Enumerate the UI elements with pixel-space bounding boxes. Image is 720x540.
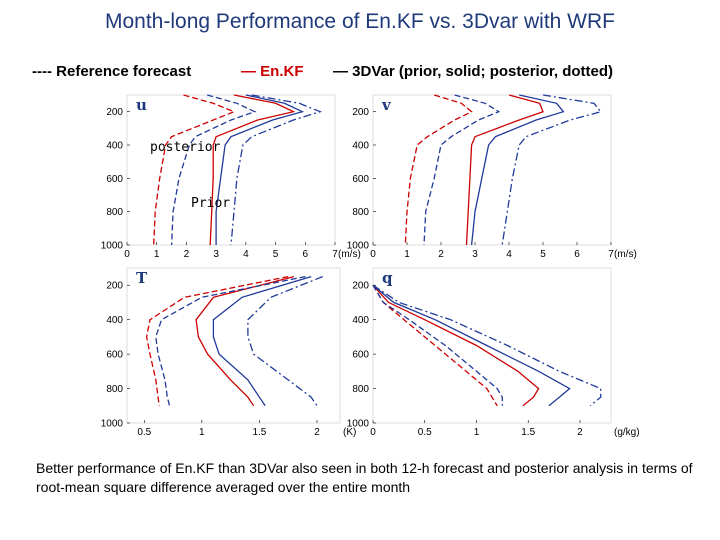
series-line bbox=[372, 284, 503, 406]
legend-enkf: — En.KF bbox=[241, 63, 304, 80]
y-tick-label: 600 bbox=[352, 350, 369, 361]
y-tick-label: 1000 bbox=[101, 241, 124, 252]
y-tick-label: 1000 bbox=[101, 419, 124, 430]
series-line bbox=[501, 94, 602, 246]
x-tick-label: 5 bbox=[273, 249, 279, 260]
x-tick-label: 1.5 bbox=[521, 427, 535, 438]
y-tick-label: 1000 bbox=[347, 241, 370, 252]
x-tick-label: 6 bbox=[574, 249, 580, 260]
x-tick-label: 5 bbox=[540, 249, 546, 260]
y-tick-label: 400 bbox=[352, 315, 369, 326]
x-tick-label: 2 bbox=[314, 427, 320, 438]
annotation-prior: Prior bbox=[191, 196, 230, 211]
page-title: Month-long Performance of En.KF vs. 3Dva… bbox=[105, 10, 615, 33]
series-line bbox=[145, 275, 289, 406]
caption: Better performance of En.KF than 3DVar a… bbox=[36, 460, 693, 495]
axis-unit: (m/s) bbox=[614, 249, 637, 260]
panel-label-u: u bbox=[136, 96, 147, 114]
y-tick-label: 800 bbox=[352, 384, 369, 395]
series-line bbox=[209, 94, 296, 246]
panel-frame-v bbox=[372, 94, 612, 246]
x-tick-label: 2 bbox=[184, 249, 190, 260]
x-tick-label: 0 bbox=[370, 427, 376, 438]
x-tick-label: 2 bbox=[577, 427, 583, 438]
x-tick-label: 0.5 bbox=[418, 427, 432, 438]
axis-unit: (g/kg) bbox=[614, 427, 640, 438]
y-tick-label: 600 bbox=[106, 174, 123, 185]
x-tick-label: 3 bbox=[213, 249, 219, 260]
y-tick-label: 400 bbox=[106, 315, 123, 326]
panel-frame-q bbox=[372, 267, 612, 424]
panel-label-T: T bbox=[136, 269, 148, 287]
x-tick-label: 0.5 bbox=[137, 427, 151, 438]
x-tick-label: 7 bbox=[608, 249, 614, 260]
legend-3dvar: — 3DVar (prior, solid; posterior, dotted… bbox=[333, 63, 614, 80]
panel-frame-T bbox=[126, 267, 341, 424]
x-tick-label: 1 bbox=[474, 427, 480, 438]
x-tick-label: 1 bbox=[154, 249, 160, 260]
x-tick-label: 3 bbox=[472, 249, 478, 260]
series-line bbox=[215, 94, 305, 245]
series-line bbox=[372, 284, 602, 407]
series-line bbox=[423, 94, 501, 246]
series-line bbox=[170, 94, 257, 246]
y-tick-label: 200 bbox=[106, 281, 123, 292]
series-line bbox=[372, 284, 571, 407]
axis-unit: (K) bbox=[343, 427, 356, 438]
x-tick-label: 7 bbox=[332, 249, 338, 260]
series-line bbox=[372, 284, 498, 407]
y-tick-label: 200 bbox=[352, 107, 369, 118]
panel-frame-u bbox=[126, 94, 336, 246]
series-line bbox=[212, 275, 312, 407]
x-tick-label: 2 bbox=[438, 249, 444, 260]
y-tick-label: 400 bbox=[106, 141, 123, 152]
x-tick-label: 1.5 bbox=[252, 427, 266, 438]
x-tick-label: 4 bbox=[506, 249, 512, 260]
y-tick-label: 800 bbox=[106, 207, 123, 218]
y-tick-label: 200 bbox=[352, 281, 369, 292]
axis-unit: (m/s) bbox=[338, 249, 361, 260]
x-tick-label: 0 bbox=[124, 249, 130, 260]
series-line bbox=[465, 94, 544, 246]
panel-label-q: q bbox=[382, 269, 393, 287]
x-tick-label: 0 bbox=[370, 249, 376, 260]
series-line bbox=[230, 94, 323, 246]
annotation-posterior: posterior bbox=[150, 140, 221, 155]
series-line bbox=[247, 275, 323, 407]
y-tick-label: 400 bbox=[352, 141, 369, 152]
x-tick-label: 4 bbox=[243, 249, 249, 260]
x-tick-label: 6 bbox=[303, 249, 309, 260]
y-tick-label: 600 bbox=[352, 174, 369, 185]
y-tick-label: 800 bbox=[106, 384, 123, 395]
series-line bbox=[404, 94, 473, 246]
series-line bbox=[153, 94, 236, 246]
series-line bbox=[155, 275, 306, 406]
series-line bbox=[372, 284, 540, 407]
x-tick-label: 1 bbox=[199, 427, 205, 438]
series-line bbox=[470, 94, 565, 246]
series-line bbox=[195, 275, 295, 407]
y-tick-label: 1000 bbox=[347, 419, 370, 430]
y-tick-label: 600 bbox=[106, 350, 123, 361]
panel-label-v: v bbox=[381, 96, 392, 114]
y-tick-label: 200 bbox=[106, 107, 123, 118]
legend-reference: ---- Reference forecast bbox=[32, 63, 192, 80]
x-tick-label: 1 bbox=[404, 249, 410, 260]
y-tick-label: 800 bbox=[352, 207, 369, 218]
